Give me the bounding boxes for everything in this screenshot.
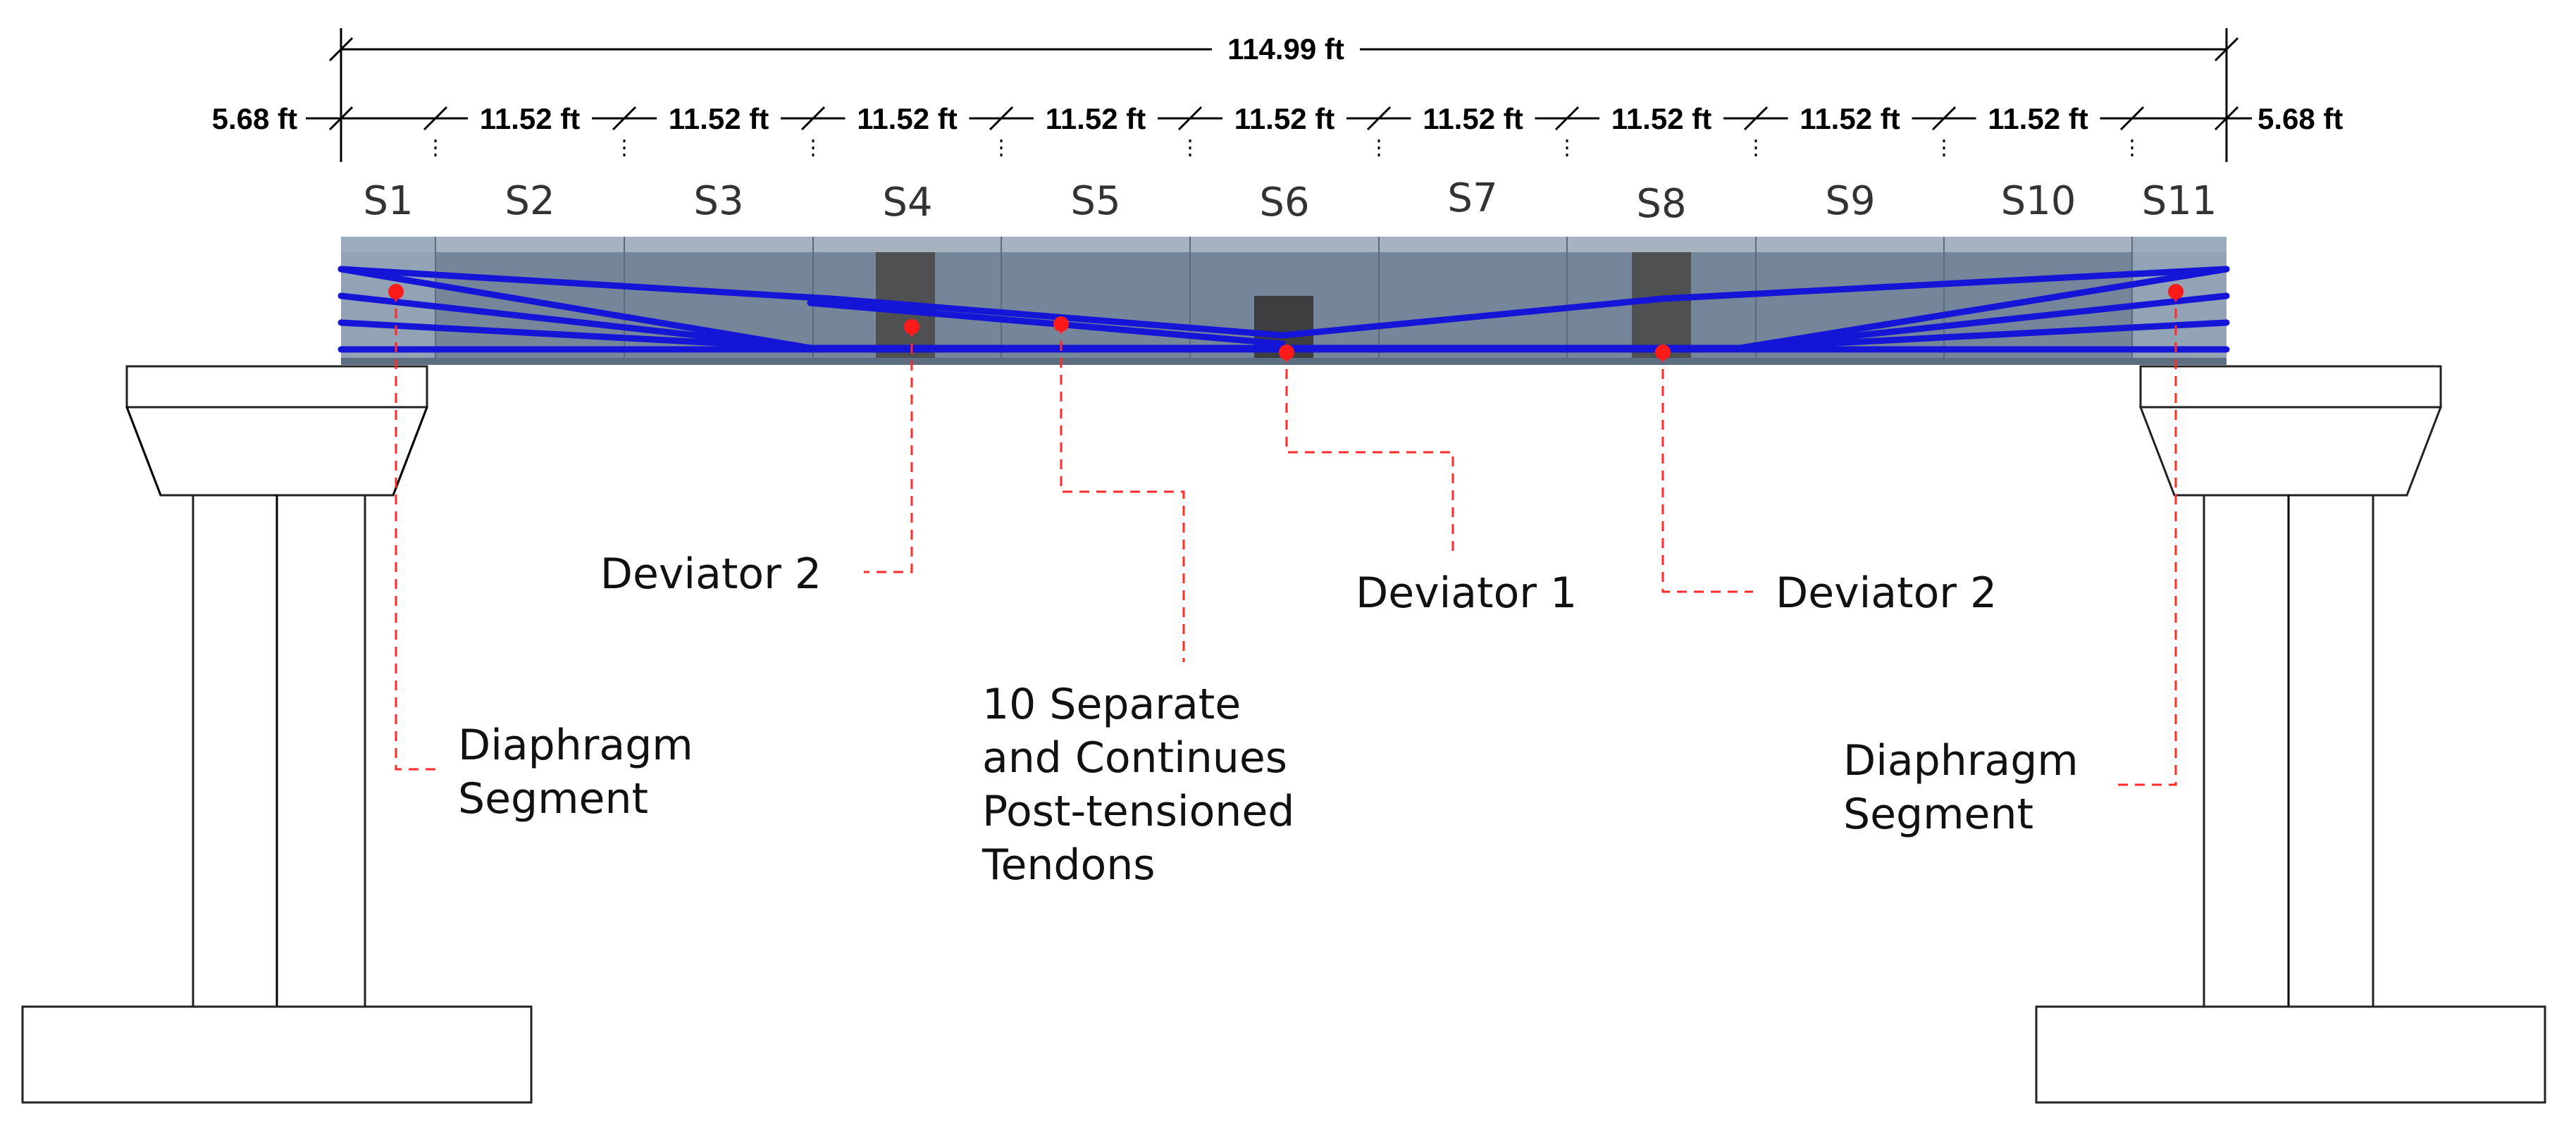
label-tendons-line-1: 10 Separate (982, 680, 1241, 729)
annotation-labels: Diaphragm Segment Deviator 2 10 Separate… (458, 549, 2079, 890)
segment-labels: S1 S2 S3 S4 S5 S6 S7 S8 S9 S10 S11 (363, 175, 2217, 227)
marker-diaphragm-right (2168, 284, 2184, 299)
segment-dim-label: 11.52 ft (857, 102, 957, 135)
leader-deviator-2-right (1661, 352, 1753, 593)
segment-dim-label: 11.52 ft (1988, 102, 2088, 135)
segment-dim-label: 11.52 ft (1611, 102, 1711, 135)
left-pier-cap-inner-right (392, 406, 428, 496)
segment-label-s1: S1 (363, 178, 413, 224)
marker-tendons (1053, 316, 1069, 332)
label-diaphragm-left-line-2: Segment (458, 774, 648, 823)
right-pier-footing (2035, 1005, 2546, 1104)
segment-dim-label: 11.52 ft (1234, 102, 1335, 135)
label-tendons-line-2: and Continues (982, 733, 1287, 783)
segment-label-s11: S11 (2142, 178, 2217, 224)
segment-label-s6: S6 (1259, 180, 1309, 225)
total-dim-tick-right (2214, 37, 2239, 62)
marker-deviator-1 (1279, 344, 1294, 360)
total-dimension: 114.99 ft (328, 28, 2239, 162)
segment-dimension-chain: 5.68 ft 11.52 ft 11.52 ft 11.52 ft 11.52 ft 1… (212, 102, 2343, 161)
label-diaphragm-right-line-2: Segment (1843, 790, 2033, 839)
segment-dim-label: 11.52 ft (1800, 102, 1900, 135)
segment-dim-label: 11.52 ft (480, 102, 580, 135)
left-pier-cap-taper (125, 406, 429, 497)
leader-diaphragm-left (395, 292, 438, 771)
segment-label-s5: S5 (1070, 178, 1120, 224)
left-pier-column (192, 494, 366, 1008)
label-tendons-line-4: Tendons (982, 840, 1155, 890)
segment-label-s8: S8 (1636, 181, 1686, 227)
segment-dim-label: 11.52 ft (1046, 102, 1146, 135)
segment-dim-label: 11.52 ft (669, 102, 769, 135)
leader-lines (395, 292, 2177, 786)
deviator-2-right-block (1632, 252, 1691, 358)
tendon-5 (338, 266, 2230, 339)
leader-deviator-1 (1285, 352, 1454, 552)
segment-label-s10: S10 (2001, 178, 2076, 224)
marker-dots (388, 284, 2184, 360)
label-deviator-1: Deviator 1 (1356, 568, 1577, 618)
segment-label-s2: S2 (504, 178, 555, 224)
right-pier-cap-taper (2138, 406, 2443, 497)
label-deviator-2-right: Deviator 2 (1776, 568, 1997, 618)
label-tendons-line-3: Post-tensioned (982, 787, 1294, 836)
girder-bottom-flange (341, 358, 2227, 365)
marker-diaphragm-left (388, 284, 404, 299)
left-pier-cap-top (125, 365, 428, 409)
segment-label-s7: S7 (1447, 175, 1497, 221)
total-dim-label: 114.99 ft (1227, 32, 1344, 66)
marker-deviator-2-left (904, 319, 919, 335)
marker-deviator-2-right (1655, 344, 1671, 360)
total-dim-tick-left (328, 37, 354, 62)
label-diaphragm-left-line-1: Diaphragm (458, 721, 693, 770)
left-pier (21, 365, 533, 1104)
label-deviator-2-left: Deviator 2 (600, 549, 822, 599)
leader-deviator-2-left (864, 327, 913, 573)
leader-diaphragm-right (2117, 292, 2177, 786)
segment-dim-label: 5.68 ft (2258, 102, 2343, 135)
left-pier-footing (21, 1005, 533, 1104)
leader-tendons (1060, 324, 1185, 662)
segment-dim-label: 5.68 ft (212, 102, 297, 135)
segment-label-s4: S4 (882, 180, 932, 225)
segment-label-s9: S9 (1825, 178, 1875, 224)
label-diaphragm-right-line-1: Diaphragm (1843, 736, 2079, 785)
segment-dim-label: 11.52 ft (1423, 102, 1523, 135)
right-pier-cap-top (2139, 365, 2442, 409)
right-pier (2035, 365, 2546, 1104)
left-pier-cap-inner-left (125, 406, 162, 496)
segment-label-s3: S3 (693, 178, 743, 224)
